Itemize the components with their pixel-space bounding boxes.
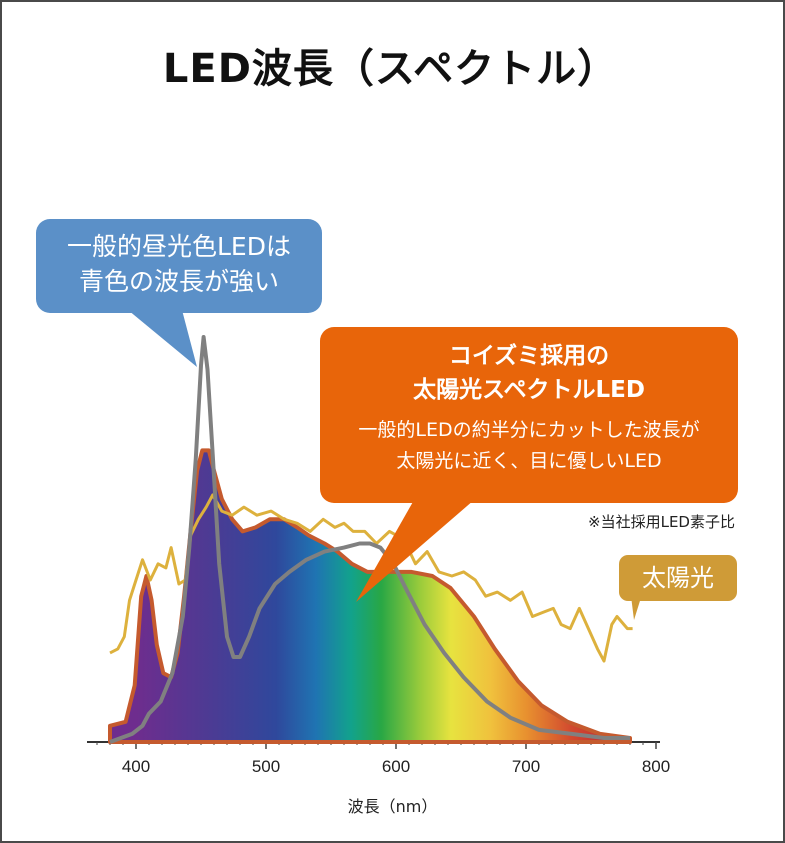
x-tick-label: 500 bbox=[252, 757, 280, 776]
chart-title: LED波長（スペクトル） bbox=[162, 46, 619, 92]
blue-callout-line2: 青色の波長が強い bbox=[78, 267, 279, 296]
orange-callout-head2: 太陽光スペクトルLED bbox=[413, 377, 645, 403]
orange-callout-head1: コイズミ採用の bbox=[448, 343, 610, 369]
series-layer bbox=[108, 335, 633, 744]
x-tick-label: 600 bbox=[382, 757, 410, 776]
orange-callout: コイズミ採用の 太陽光スペクトルLED 一般的LEDの約半分にカットした波長が … bbox=[320, 327, 738, 503]
x-tick-label: 400 bbox=[122, 757, 150, 776]
daylight-led-line bbox=[109, 335, 630, 744]
blue-callout-tail bbox=[128, 310, 197, 367]
x-axis-label: 波長（nm） bbox=[347, 797, 438, 816]
orange-callout-body: 一般的LEDの約半分にカットした波長が 太陽光に近く、目に優しいLED bbox=[320, 415, 738, 477]
orange-callout-tail bbox=[356, 500, 474, 602]
blue-callout-line1: 一般的昼光色LEDは bbox=[67, 232, 291, 261]
orange-callout-body2: 太陽光に近く、目に優しいLED bbox=[396, 450, 662, 472]
orange-callout-body1: 一般的LEDの約半分にカットした波長が bbox=[358, 419, 700, 441]
led-spectrum-area bbox=[108, 448, 632, 744]
x-tick-label: 800 bbox=[642, 757, 670, 776]
sunlight-callout: 太陽光 bbox=[619, 555, 737, 601]
x-axis: 400 500 600 700 800 bbox=[87, 741, 670, 776]
blue-callout: 一般的昼光色LEDは 青色の波長が強い bbox=[36, 219, 322, 313]
sunlight-line bbox=[109, 493, 633, 663]
x-tick-label: 700 bbox=[512, 757, 540, 776]
footnote: ※当社採用LED素子比 bbox=[588, 513, 735, 531]
